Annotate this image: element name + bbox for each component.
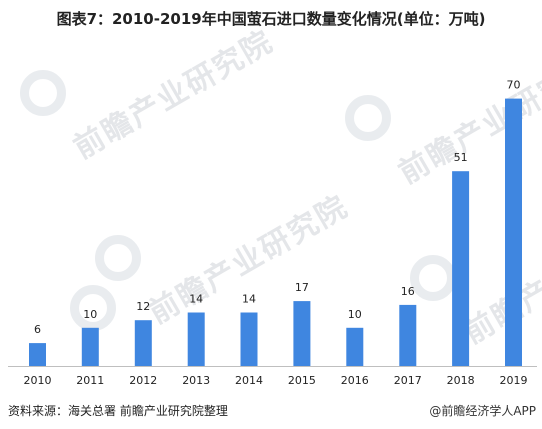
source-note: 资料来源：海关总署 前瞻产业研究院整理 [8,404,228,418]
data-label-2016: 10 [348,308,362,321]
x-tick-label-2011: 2011 [76,374,104,387]
data-label-2010: 6 [34,323,41,336]
bar-2019 [505,98,522,366]
x-tick-label-2019: 2019 [500,374,528,387]
data-label-2015: 17 [295,281,309,294]
watermark-logo-icon [70,285,116,331]
bar-2015 [293,301,311,366]
watermark-logo-icon [95,235,141,281]
data-label-2014: 14 [242,293,256,306]
watermark-logo-icon [20,70,66,116]
bar-2016 [346,327,364,366]
data-label-2019: 70 [507,79,521,92]
x-tick-label-2018: 2018 [447,374,475,387]
x-tick-label-2013: 2013 [182,374,210,387]
bar-2014 [240,312,258,366]
chart-title: 图表7：2010-2019年中国萤石进口数量变化情况(单位：万吨) [56,10,486,28]
bar-2010 [29,343,46,366]
x-tick-label-2016: 2016 [341,374,369,387]
data-label-2017: 16 [401,285,415,298]
x-tick-label-2012: 2012 [129,374,157,387]
data-label-2018: 51 [454,151,468,164]
x-tick-label-2014: 2014 [235,374,263,387]
watermark-logo-icon [345,95,391,141]
bar-2013 [187,312,205,366]
brand-credit: @前瞻经济学人APP [429,404,536,418]
bar-2012 [134,320,152,366]
data-label-2013: 14 [189,293,203,306]
x-tick-label-2010: 2010 [24,374,52,387]
bar-2011 [81,327,99,366]
data-label-2011: 10 [83,308,97,321]
x-tick-label-2017: 2017 [394,374,422,387]
x-tick-label-2015: 2015 [288,374,316,387]
watermark-logo-icon [410,255,456,301]
bar-2018 [452,171,470,366]
bar-2017 [399,304,417,366]
data-label-2012: 12 [136,300,150,313]
